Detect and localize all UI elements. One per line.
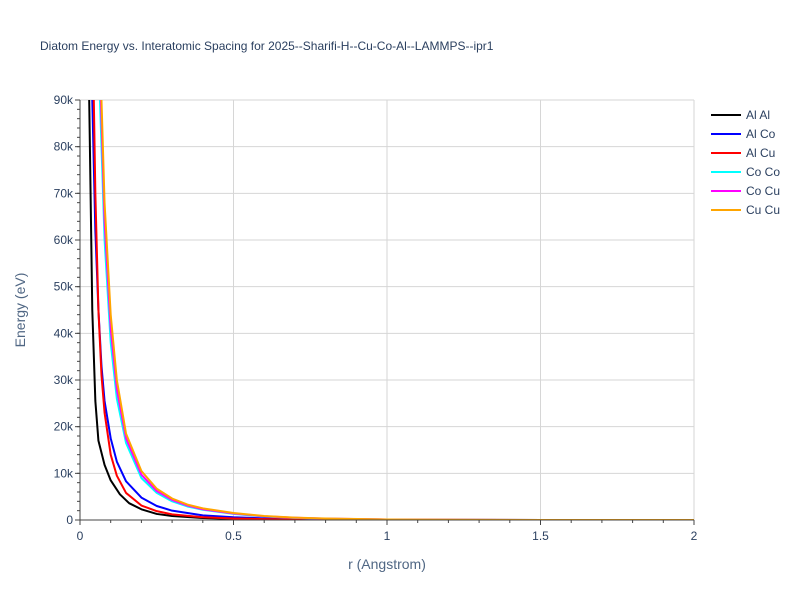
y-tick-label: 40k xyxy=(54,326,74,340)
legend[interactable]: Al Al Al Co Al Cu Co Co Co Cu Cu Cu xyxy=(711,108,780,217)
legend-item-cu-cu[interactable]: Cu Cu xyxy=(711,203,780,217)
series-line-al-co xyxy=(91,100,694,520)
chart-title: Diatom Energy vs. Interatomic Spacing fo… xyxy=(40,39,494,53)
series-line-al-cu xyxy=(92,100,694,520)
series-group xyxy=(88,100,694,520)
legend-label: Co Co xyxy=(746,165,780,179)
grid-layer xyxy=(80,99,695,520)
y-tick-label: 70k xyxy=(54,186,74,200)
y-tick-label: 50k xyxy=(54,280,74,294)
series-line-co-cu xyxy=(99,100,694,520)
y-tick-label: 60k xyxy=(54,233,74,247)
legend-label: Co Cu xyxy=(746,184,780,198)
series-line-co-co xyxy=(98,100,694,520)
x-tick-label: 0.5 xyxy=(225,529,242,543)
series-line-al-al xyxy=(88,100,694,520)
legend-label: Al Cu xyxy=(746,146,775,160)
x-tick-label: 0 xyxy=(77,529,84,543)
series-line-cu-cu xyxy=(100,100,694,520)
x-tick-label: 1.5 xyxy=(532,529,549,543)
x-tick-label: 2 xyxy=(691,529,698,543)
y-tick-label: 80k xyxy=(54,140,74,154)
legend-item-co-cu[interactable]: Co Cu xyxy=(711,184,780,198)
legend-label: Cu Cu xyxy=(746,203,780,217)
y-tick-label: 30k xyxy=(54,373,74,387)
legend-label: Al Al xyxy=(746,108,770,122)
y-tick-label: 20k xyxy=(54,420,74,434)
y-tick-label: 0 xyxy=(66,513,73,527)
y-tick-label: 10k xyxy=(54,466,74,480)
x-tick-label: 1 xyxy=(384,529,391,543)
plot-area xyxy=(88,100,694,520)
legend-item-al-al[interactable]: Al Al xyxy=(711,108,770,122)
legend-item-al-cu[interactable]: Al Cu xyxy=(711,146,775,160)
legend-label: Al Co xyxy=(746,127,776,141)
legend-item-co-co[interactable]: Co Co xyxy=(711,165,780,179)
legend-item-al-co[interactable]: Al Co xyxy=(711,127,776,141)
x-axis-title: r (Angstrom) xyxy=(348,556,426,572)
y-axis-title: Energy (eV) xyxy=(12,273,28,348)
axes-layer: 0 0.5 1 1.5 2 0 10k 20k 30k 40k 50k 60k 70k 80k 90k xyxy=(54,93,698,543)
y-tick-label: 90k xyxy=(54,93,74,107)
